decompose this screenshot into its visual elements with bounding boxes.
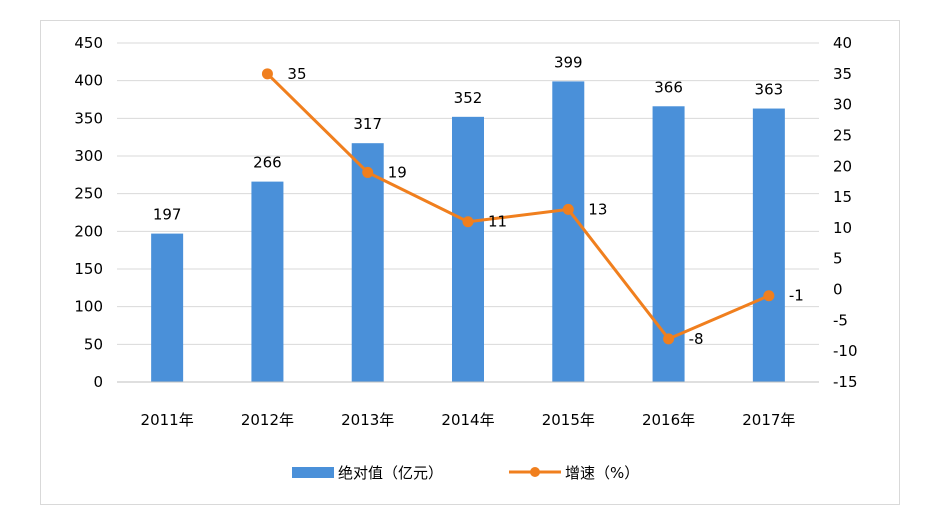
right-tick-label: 25 (833, 126, 852, 144)
legend-bar-label: 绝对值（亿元） (338, 464, 443, 482)
line-point (562, 203, 574, 215)
bar (552, 81, 585, 383)
x-tick-label: 2013年 (341, 411, 394, 429)
left-tick-label: 400 (74, 72, 103, 90)
right-tick-label: -5 (833, 311, 848, 329)
x-tick-label: 2014年 (441, 411, 494, 429)
line-data-label: 35 (287, 65, 306, 83)
line-data-label: 11 (488, 213, 507, 231)
right-tick-label: 10 (833, 219, 852, 237)
left-y-axis: 0 50 100 150 200 250 300 350 400 450 (74, 34, 103, 391)
line-data-labels: 35 19 11 13 -8 -1 (287, 65, 803, 348)
x-tick-label: 2012年 (241, 411, 294, 429)
combo-chart: 0 50 100 150 200 250 300 350 400 450 -15 -10 -5 0 5 10… (74, 34, 858, 482)
right-tick-label: 30 (833, 96, 852, 114)
legend: 绝对值（亿元） 增速（%） (292, 464, 639, 482)
left-tick-label: 200 (74, 222, 103, 240)
right-tick-label: 15 (833, 188, 852, 206)
bar (351, 143, 384, 382)
right-tick-label: 5 (833, 250, 843, 268)
left-tick-label: 0 (93, 373, 103, 391)
x-tick-label: 2017年 (742, 411, 795, 429)
bar-data-label: 363 (755, 81, 784, 99)
bar-series (151, 81, 785, 383)
right-tick-label: -15 (833, 373, 858, 391)
line-point (362, 166, 374, 178)
bar-data-labels: 197 266 317 352 399 366 363 (153, 53, 783, 223)
line-point (663, 333, 675, 345)
right-tick-label: -10 (833, 342, 858, 360)
line-data-label: 19 (388, 163, 407, 181)
bar (151, 233, 184, 382)
series-line (266, 72, 770, 341)
right-tick-label: 0 (833, 281, 843, 299)
bar-data-label: 197 (153, 206, 182, 224)
chart-frame: 0 50 100 150 200 250 300 350 400 450 -15 -10 -5 0 5 10… (40, 20, 900, 505)
right-tick-label: 20 (833, 157, 852, 175)
x-tick-label: 2016年 (642, 411, 695, 429)
line-data-label: -1 (789, 287, 804, 305)
bar (452, 116, 484, 383)
left-tick-label: 100 (74, 298, 103, 316)
left-tick-label: 150 (74, 260, 103, 278)
right-y-axis: -15 -10 -5 0 5 10 15 20 25 30 35 40 (833, 34, 858, 391)
left-tick-label: 50 (84, 335, 103, 353)
bar-data-label: 366 (654, 78, 683, 96)
x-tick-label: 2011年 (141, 411, 194, 429)
line-point (462, 216, 474, 228)
line-data-label: -8 (689, 330, 704, 348)
x-tick-label: 2015年 (542, 411, 595, 429)
line-point (261, 68, 273, 80)
left-tick-label: 450 (74, 34, 103, 52)
x-axis: 2011年 2012年 2013年 2014年 2015年 2016年 2017年 (117, 381, 819, 429)
bar (752, 108, 785, 382)
left-tick-label: 300 (74, 147, 103, 165)
line-point (763, 290, 775, 302)
legend-line-marker (530, 467, 540, 477)
bar-data-label: 399 (554, 53, 583, 71)
legend-line-label: 增速（%） (565, 464, 639, 482)
left-tick-label: 350 (74, 109, 103, 127)
line-data-label: 13 (588, 200, 607, 218)
line-series (261, 68, 775, 345)
right-tick-label: 35 (833, 65, 852, 83)
bar-data-label: 266 (253, 154, 282, 172)
bar (251, 181, 284, 382)
legend-bar-swatch (292, 467, 334, 478)
right-tick-label: 40 (833, 34, 852, 52)
bar-data-label: 352 (454, 89, 483, 107)
bar-data-label: 317 (353, 115, 382, 133)
left-tick-label: 250 (74, 185, 103, 203)
